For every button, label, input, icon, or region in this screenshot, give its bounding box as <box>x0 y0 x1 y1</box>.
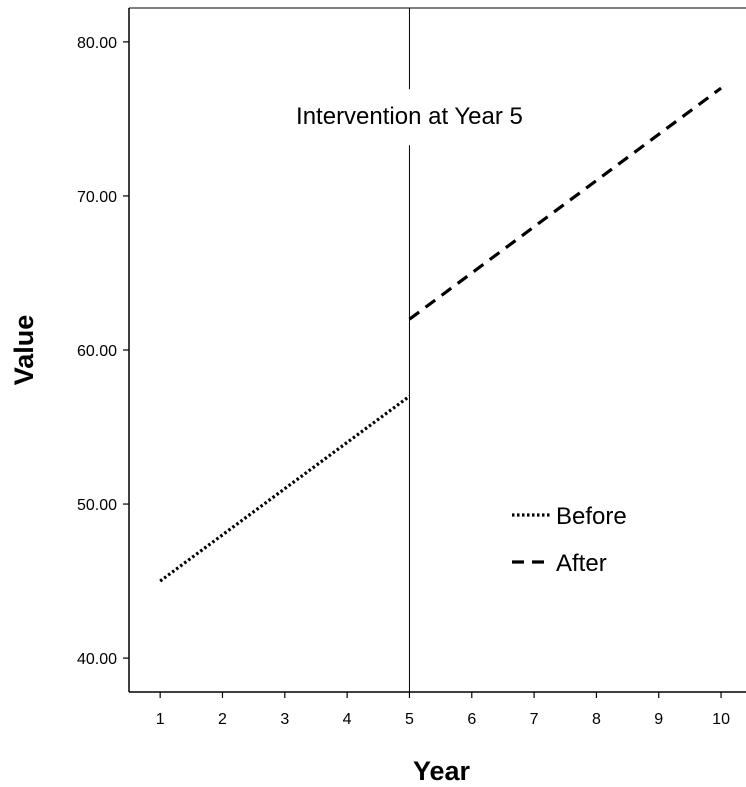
annotation-label: Intervention at Year 5 <box>296 103 523 130</box>
legend-label-after: After <box>556 550 607 577</box>
x-tick-label: 2 <box>218 711 227 728</box>
x-tick-label: 10 <box>712 711 730 728</box>
x-tick-label: 8 <box>592 711 601 728</box>
x-tick-label: 6 <box>467 711 476 728</box>
legend: Before After <box>512 503 627 577</box>
axes: 40.00 50.00 60.00 70.00 80.00 1 2 3 4 5 6 7 8 9 10 <box>77 7 746 728</box>
y-tick-label: 40.00 <box>77 651 117 668</box>
x-tick-label: 3 <box>280 711 289 728</box>
axis-titles: Year Value <box>9 315 471 786</box>
y-axis-title: Value <box>9 315 39 386</box>
series-line-after <box>408 86 723 321</box>
y-tick-label: 70.00 <box>77 189 117 206</box>
series-line-before <box>159 394 411 583</box>
x-tick-label: 7 <box>530 711 539 728</box>
x-tick-label: 4 <box>343 711 352 728</box>
legend-label-before: Before <box>556 503 627 530</box>
series-lines <box>159 86 723 583</box>
x-tick-label: 5 <box>405 711 414 728</box>
x-axis-title: Year <box>413 756 471 786</box>
annotations: Intervention at Year 5 <box>269 89 560 146</box>
y-tick-label: 60.00 <box>77 343 117 360</box>
y-tick-label: 50.00 <box>77 497 117 514</box>
x-tick-label: 9 <box>654 711 663 728</box>
y-tick-label: 80.00 <box>77 35 117 52</box>
x-tick-label: 1 <box>156 711 165 728</box>
annotation-background <box>269 89 560 146</box>
